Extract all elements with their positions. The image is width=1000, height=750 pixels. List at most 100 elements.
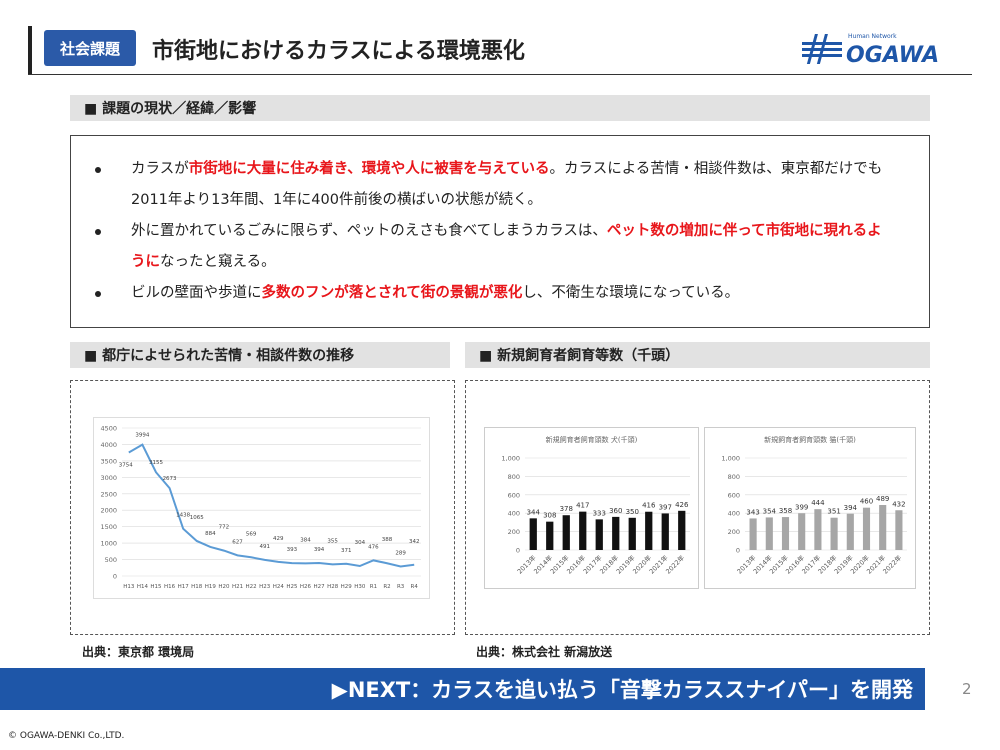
bar: [612, 516, 620, 550]
y-tick-label: 400: [728, 510, 740, 518]
data-label: 393: [287, 547, 298, 553]
bullet: 外に置かれているごみに限らず、ペットのえさも食べてしまうカラスは、ペット数の増加…: [95, 216, 889, 278]
data-label: 627: [232, 539, 243, 545]
data-label: 342: [409, 539, 420, 545]
x-tick-label: R1: [370, 584, 377, 590]
chart-frame: [465, 380, 930, 635]
bar: [546, 521, 554, 550]
x-tick-label: H29: [341, 584, 353, 590]
x-tick-label: H17: [178, 584, 190, 590]
bar: [595, 519, 603, 550]
data-label: 569: [246, 531, 257, 537]
bar: [749, 518, 757, 550]
bar: [579, 511, 587, 550]
y-tick-label: 200: [508, 528, 520, 536]
data-label: 3994: [135, 433, 149, 439]
bullet-text: 。カラスによる苦情・相談件数は、東京都だけでも2011年より13年間、1年に40…: [131, 161, 883, 208]
next-banner: ▶NEXT：カラスを追い払う「音撃カラススナイパー」を開発: [0, 668, 925, 710]
y-tick-label: 1,000: [501, 455, 520, 463]
bar: [895, 510, 903, 550]
y-tick-label: 4000: [100, 441, 117, 449]
y-tick-label: 400: [508, 510, 520, 518]
y-tick-label: 0: [736, 547, 740, 555]
y-tick-label: 800: [508, 473, 520, 481]
x-tick-label: H13: [123, 584, 135, 590]
x-tick-label: H15: [150, 584, 162, 590]
title-rule: [28, 74, 972, 75]
y-tick-label: 800: [728, 473, 740, 481]
section-heading: ■ 都庁によせられた苦情・相談件数の推移: [70, 342, 450, 368]
data-line: [128, 443, 415, 568]
data-label: 333: [593, 509, 606, 517]
bar: [678, 510, 686, 550]
bar: [846, 513, 854, 550]
bullet-text: カラスが: [131, 161, 189, 177]
bar: [562, 515, 570, 550]
bullet: カラスが市街地に大量に住み着き、環境や人に被害を与えている。カラスによる苦情・相…: [95, 154, 889, 216]
chart-frame: [70, 380, 455, 635]
chart-title: 新規飼育者飼育頭数 犬(千頭): [546, 435, 638, 444]
x-tick-label: H21: [232, 584, 243, 590]
x-tick-label: H23: [259, 584, 271, 590]
bar: [830, 517, 838, 550]
bar: [862, 507, 871, 550]
x-tick-label: H14: [137, 584, 149, 590]
bar: [628, 517, 636, 550]
y-tick-label: 3500: [100, 457, 117, 465]
y-tick-label: 1,000: [721, 455, 740, 463]
x-tick-label: H18: [191, 584, 203, 590]
y-tick-label: 600: [728, 491, 740, 499]
bar-chart: 新規飼育者飼育頭数 猫(千頭)02004006008001,0002013年20…: [704, 427, 916, 589]
data-label: 429: [273, 536, 284, 542]
emphasis-text: ペット数の増加に伴って市街地に現れるように: [131, 223, 882, 270]
data-label: 343: [746, 508, 759, 516]
data-label: 388: [382, 537, 393, 543]
y-tick-label: 0: [516, 547, 520, 555]
data-label: 351: [827, 508, 840, 516]
x-tick-label: H26: [300, 584, 312, 590]
bar: [814, 509, 822, 550]
x-tick-label: R4: [411, 584, 419, 590]
y-tick-label: 1500: [100, 523, 117, 531]
data-label: 491: [259, 544, 270, 550]
y-tick-label: 1000: [100, 540, 117, 548]
data-label: 3754: [119, 463, 133, 469]
y-tick-label: 500: [105, 556, 117, 564]
bullet-text: ビルの壁面や歩道に: [131, 285, 262, 301]
data-label: 426: [675, 501, 689, 509]
bullet-text: 外に置かれているごみに限らず、ペットのえさも食べてしまうカラスは、: [131, 223, 607, 239]
bar: [781, 517, 790, 550]
data-label: 355: [327, 538, 338, 544]
bullet-list: カラスが市街地に大量に住み着き、環境や人に被害を与えている。カラスによる苦情・相…: [95, 154, 889, 309]
x-tick-label: H30: [354, 584, 366, 590]
emphasis-text: 市街地に大量に住み着き、環境や人に被害を与えている: [188, 161, 550, 177]
source-note: 出典：東京都 環境局: [82, 645, 195, 659]
y-tick-label: 2500: [100, 490, 117, 498]
x-tick-label: R2: [383, 584, 390, 590]
data-label: 304: [355, 540, 366, 546]
data-label: 384: [300, 537, 311, 543]
x-tick-label: H27: [313, 584, 325, 590]
emphasis-text: 多数のフンが落とされて街の景観が悪化: [261, 285, 523, 301]
x-tick-label: H20: [218, 584, 230, 590]
bullet-text: し、不衛生な環境になっている。: [522, 285, 740, 301]
x-tick-label: H22: [246, 584, 257, 590]
data-label: 397: [659, 503, 672, 511]
source-note: 出典：株式会社 新潟放送: [476, 645, 613, 659]
data-label: 350: [626, 508, 639, 516]
data-label: 399: [795, 503, 808, 511]
bullet: ビルの壁面や歩道に多数のフンが落とされて街の景観が悪化し、不衛生な環境になってい…: [95, 278, 889, 309]
data-label: 378: [560, 505, 573, 513]
data-label: 394: [314, 547, 325, 553]
data-label: 460: [860, 498, 873, 506]
bullet-text: なったと窺える。: [160, 254, 276, 270]
category-tag: 社会課題: [44, 30, 136, 66]
data-label: 772: [219, 525, 230, 531]
data-label: 308: [543, 512, 556, 520]
data-label: 371: [341, 548, 352, 554]
data-label: 344: [527, 508, 541, 516]
data-label: 417: [576, 502, 589, 510]
data-label: 416: [642, 502, 656, 510]
